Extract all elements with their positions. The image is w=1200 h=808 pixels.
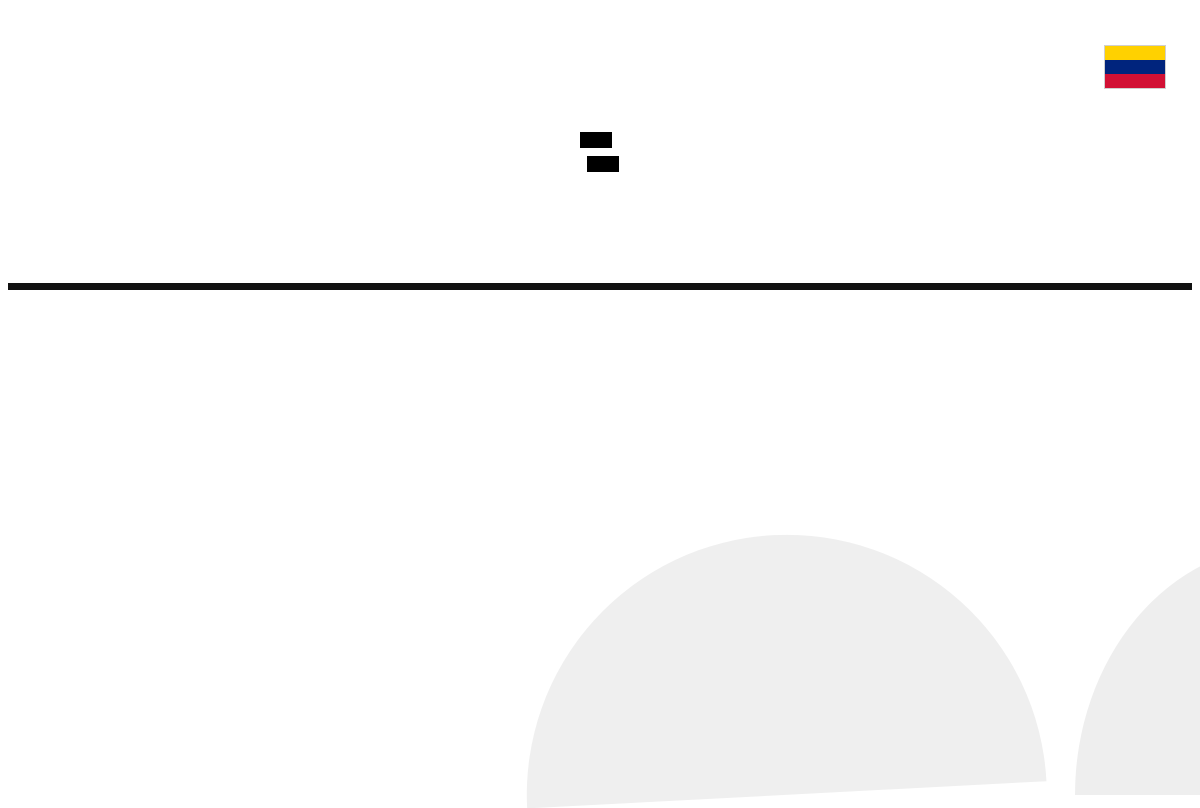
chart-baseline [8,283,1192,290]
question-line-1 [580,132,612,148]
venezuela-flag-icon [1104,45,1166,89]
poll-bar-chart [0,255,1200,675]
question-line-2 [587,156,619,172]
question-banner [0,132,1200,177]
